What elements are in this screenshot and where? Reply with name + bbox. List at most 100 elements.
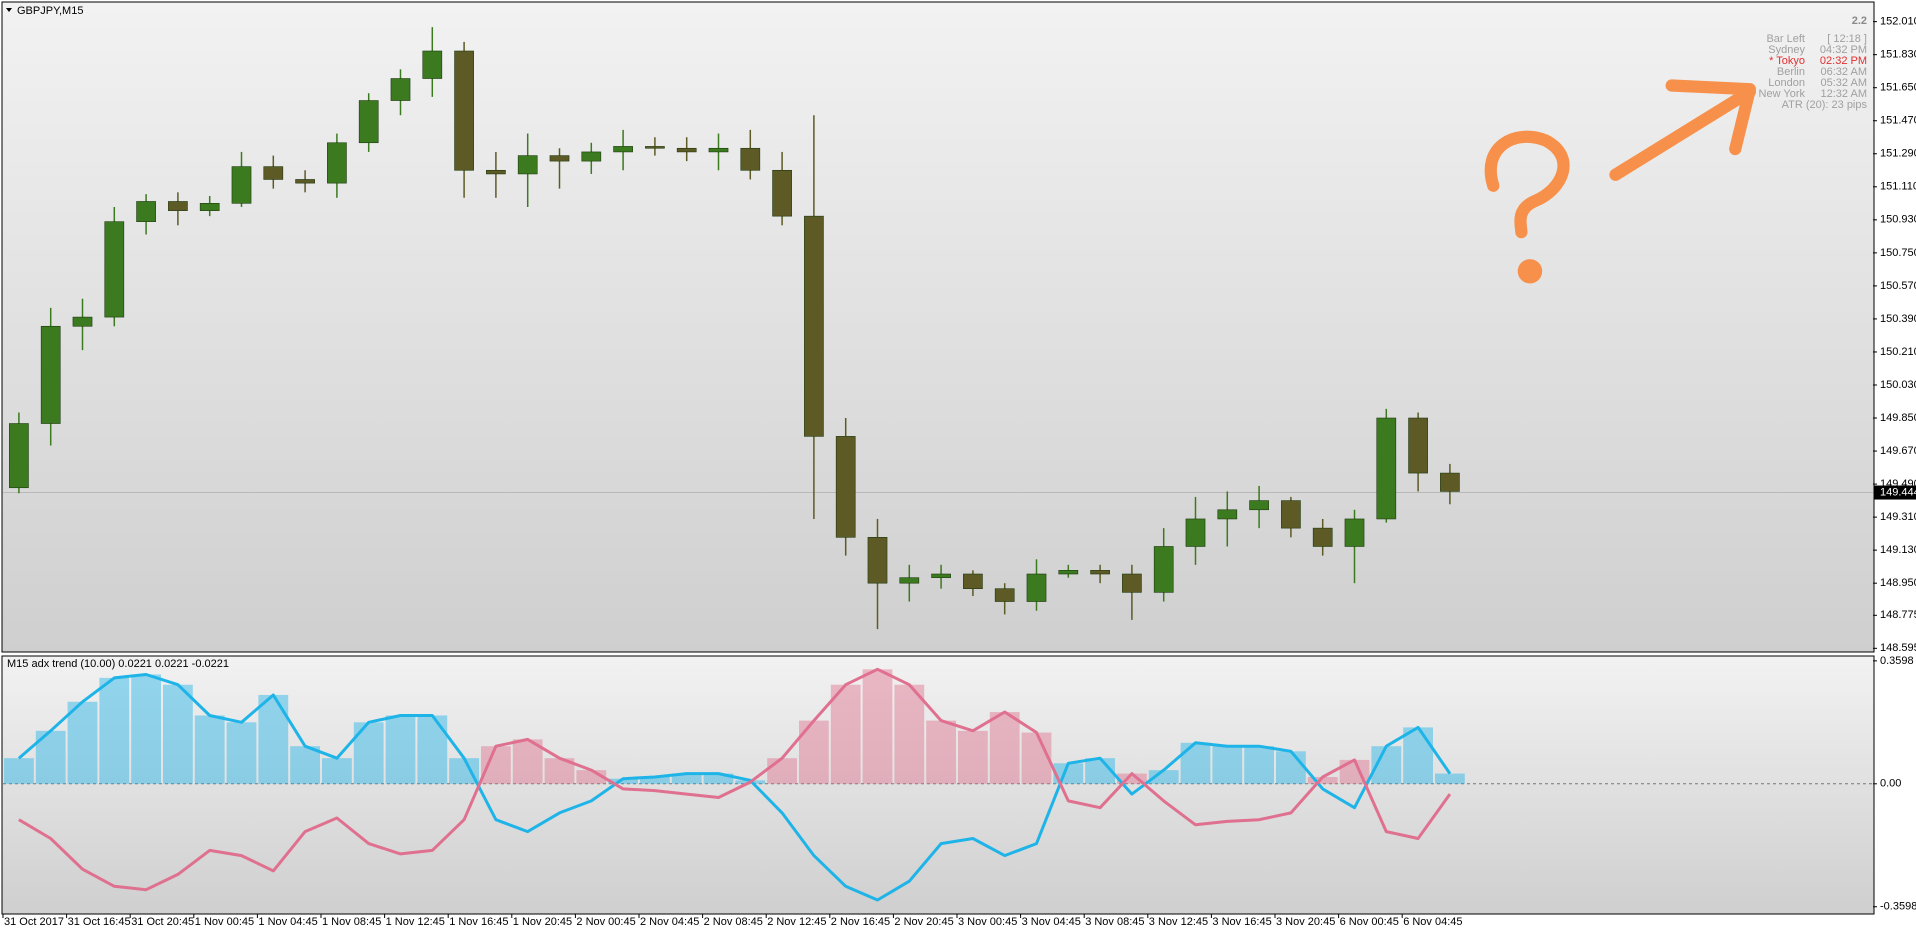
candle-body	[263, 166, 284, 180]
candle-body	[390, 78, 411, 101]
info-label: New York	[1759, 88, 1806, 100]
histogram-bar	[1021, 732, 1052, 784]
candle-body	[168, 201, 188, 211]
x-tick-label: 2 Nov 00:45	[576, 916, 635, 928]
candle-body	[931, 573, 951, 578]
histogram-bar	[1435, 773, 1465, 784]
histogram-bar	[640, 776, 670, 784]
candle-body	[994, 588, 1015, 602]
candle-body	[327, 142, 347, 184]
candle-body	[899, 577, 920, 584]
info-value: 02:32 PM	[1820, 55, 1867, 67]
candle-body	[549, 155, 570, 162]
x-tick-label: 2 Nov 20:45	[894, 916, 953, 928]
info-value: 05:32 AM	[1821, 77, 1867, 89]
y-tick-label: 151.110	[1880, 181, 1916, 193]
histogram-bar	[767, 758, 797, 784]
histogram-bar	[958, 730, 988, 784]
x-tick-label: 3 Nov 00:45	[958, 916, 1017, 928]
histogram-bar	[4, 758, 34, 784]
info-value: 12:32 AM	[1821, 88, 1867, 100]
x-tick-label: 31 Oct 16:45	[68, 916, 131, 928]
histogram-bar	[671, 773, 702, 784]
histogram-bar	[1307, 776, 1338, 784]
histogram-bar	[862, 669, 893, 784]
x-tick-label: 3 Nov 12:45	[1149, 916, 1208, 928]
histogram-bar	[608, 778, 638, 784]
y-tick-label: 151.830	[1880, 49, 1916, 61]
candle-body	[581, 151, 602, 162]
candle-body	[708, 147, 729, 153]
histogram-bar	[131, 674, 161, 784]
histogram-bar	[258, 694, 289, 784]
histogram-bar	[226, 722, 257, 784]
x-tick-label: 1 Nov 12:45	[386, 916, 445, 928]
candle-body	[1281, 500, 1301, 529]
x-tick-label: 2 Nov 08:45	[704, 916, 763, 928]
arrow	[1609, 79, 1757, 181]
y-tick-label: 152.010	[1880, 16, 1916, 28]
x-tick-label: 1 Nov 20:45	[513, 916, 572, 928]
x-tick-label: 6 Nov 04:45	[1403, 916, 1462, 928]
symbol-title: GBPJPY,M15	[17, 5, 83, 17]
info-label: Sydney	[1768, 44, 1805, 56]
y-tick-label: 150.930	[1880, 214, 1916, 226]
histogram-bar	[353, 722, 384, 784]
info-label: London	[1768, 77, 1805, 89]
histogram-bar	[290, 746, 320, 784]
x-tick-label: 31 Oct 20:45	[131, 916, 194, 928]
candle-body	[645, 146, 665, 149]
histogram-bar	[163, 684, 193, 784]
candle-body	[231, 166, 252, 204]
info-value: [ 12:18 ]	[1827, 33, 1867, 45]
candle-body	[1026, 573, 1047, 602]
histogram-bar	[194, 715, 225, 784]
histogram-bar	[1403, 727, 1433, 784]
candle-body	[1376, 417, 1397, 520]
candle-body	[613, 146, 633, 153]
info-label: Berlin	[1777, 66, 1805, 78]
candle-body	[1312, 527, 1333, 547]
candle-body	[740, 147, 761, 171]
x-tick-label: 3 Nov 20:45	[1276, 916, 1335, 928]
histogram-bar	[322, 758, 352, 784]
x-tick-label: 6 Nov 00:45	[1340, 916, 1399, 928]
candle-body	[676, 147, 697, 153]
info-value: 06:32 AM	[1821, 66, 1867, 78]
y-tick-label: 149.850	[1880, 412, 1916, 424]
histogram-bar	[1117, 773, 1147, 784]
candle-body	[1344, 518, 1365, 547]
atr-label: ATR (20): 23 pips	[1782, 99, 1868, 111]
histogram-bar	[830, 684, 861, 784]
histogram-bar	[1180, 742, 1211, 784]
candle-body	[72, 316, 93, 327]
y-tick-label: 150.390	[1880, 313, 1916, 325]
candle-body	[486, 169, 506, 175]
histogram-bar	[385, 715, 416, 784]
panel-menu-icon[interactable]	[6, 8, 12, 12]
y-tick-label: 149.130	[1880, 544, 1916, 556]
candle-body	[422, 50, 443, 79]
histogram-bar	[894, 684, 925, 784]
candle-body	[804, 215, 824, 437]
candle-body	[1408, 417, 1428, 474]
y-tick-label: 148.595	[1880, 642, 1916, 654]
x-tick-label: 3 Nov 16:45	[1212, 916, 1271, 928]
question-mark	[1484, 130, 1570, 239]
indicator-title: M15 adx trend (10.00) 0.0221 0.0221 -0.0…	[7, 658, 229, 670]
current-price-label: 149.444	[1880, 486, 1916, 498]
x-tick-label: 1 Nov 00:45	[195, 916, 254, 928]
candle-body	[295, 179, 315, 184]
candle-body	[136, 201, 156, 222]
x-tick-label: 31 Oct 2017	[4, 916, 64, 928]
current-price-box	[1874, 485, 1916, 500]
candle-body	[772, 169, 792, 217]
x-tick-label: 3 Nov 04:45	[1022, 916, 1081, 928]
histogram-bar	[799, 720, 829, 784]
candle-body	[104, 221, 125, 318]
hand-drawn-annotation	[1484, 79, 1757, 284]
histogram-bar	[1276, 751, 1306, 784]
candle-body	[1217, 509, 1238, 520]
